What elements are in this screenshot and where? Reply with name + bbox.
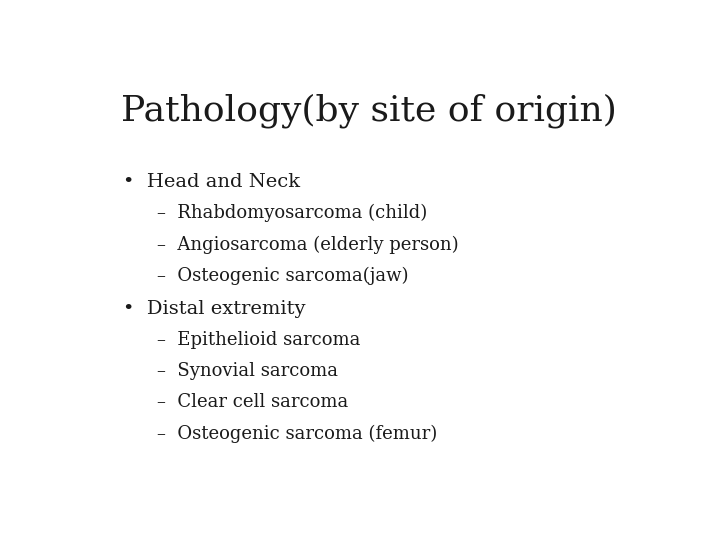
Text: •  Distal extremity: • Distal extremity: [124, 300, 306, 318]
Text: –  Angiosarcoma (elderly person): – Angiosarcoma (elderly person): [157, 235, 459, 253]
Text: •  Head and Neck: • Head and Neck: [124, 173, 301, 191]
Text: –  Epithelioid sarcoma: – Epithelioid sarcoma: [157, 331, 360, 349]
Text: –  Clear cell sarcoma: – Clear cell sarcoma: [157, 393, 348, 411]
Text: –  Osteogenic sarcoma(jaw): – Osteogenic sarcoma(jaw): [157, 266, 408, 285]
Text: –  Synovial sarcoma: – Synovial sarcoma: [157, 362, 338, 380]
Text: –  Rhabdomyosarcoma (child): – Rhabdomyosarcoma (child): [157, 204, 427, 222]
Text: Pathology(by site of origin): Pathology(by site of origin): [121, 94, 617, 129]
Text: –  Osteogenic sarcoma (femur): – Osteogenic sarcoma (femur): [157, 424, 437, 443]
